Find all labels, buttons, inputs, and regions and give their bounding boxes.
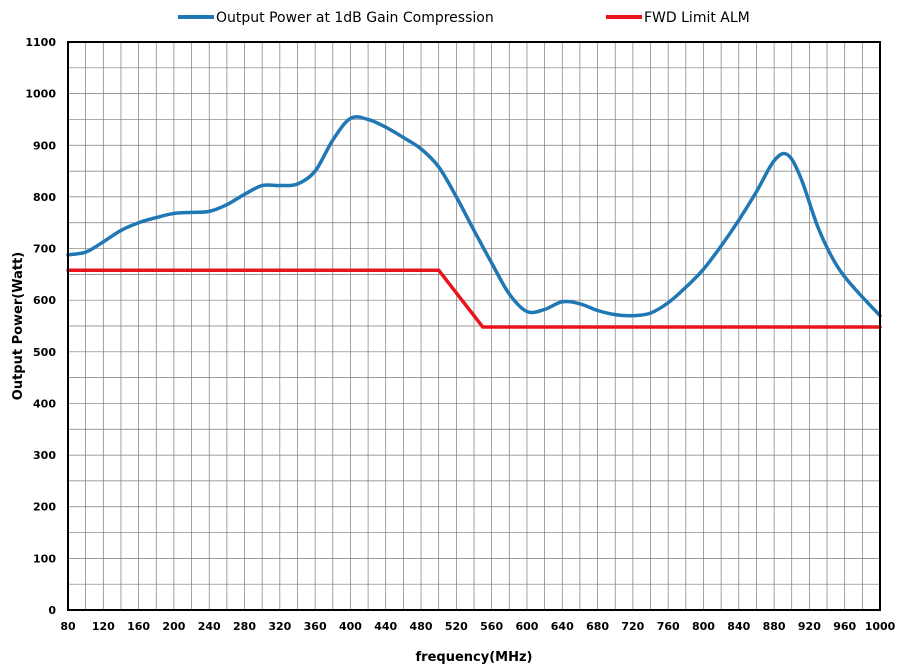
legend-label-1: Output Power at 1dB Gain Compression bbox=[216, 10, 494, 26]
y-tick-label: 700 bbox=[33, 243, 56, 256]
series-line-1 bbox=[66, 115, 882, 318]
y-tick-label: 400 bbox=[33, 397, 56, 410]
x-tick-label: 600 bbox=[515, 620, 538, 633]
x-tick-label: 680 bbox=[586, 620, 609, 633]
x-tick-label: 160 bbox=[127, 620, 150, 633]
x-tick-label: 640 bbox=[551, 620, 574, 633]
y-tick-label: 800 bbox=[33, 191, 56, 204]
x-tick-label: 520 bbox=[445, 620, 468, 633]
series-line-2 bbox=[66, 268, 882, 329]
x-tick-label: 240 bbox=[198, 620, 221, 633]
y-axis-label: Output Power(Watt) bbox=[11, 252, 26, 400]
x-tick-label: 800 bbox=[692, 620, 715, 633]
x-tick-label: 120 bbox=[92, 620, 115, 633]
y-tick-label: 0 bbox=[48, 604, 56, 617]
y-tick-label: 100 bbox=[33, 552, 56, 565]
tick-labels: 80 120 160 200 240 280 320 360 400 440 480 520 560 60… bbox=[25, 36, 895, 633]
y-tick-label: 1100 bbox=[25, 36, 56, 49]
x-tick-label: 1000 bbox=[865, 620, 896, 633]
y-tick-label: 1000 bbox=[25, 88, 56, 101]
legend: Output Power at 1dB Gain Compression FWD … bbox=[178, 10, 750, 26]
x-tick-label: 480 bbox=[410, 620, 433, 633]
legend-label-2: FWD Limit ALM bbox=[644, 10, 750, 26]
x-tick-label: 400 bbox=[339, 620, 362, 633]
y-tick-label: 500 bbox=[33, 346, 56, 359]
x-tick-label: 880 bbox=[763, 620, 786, 633]
y-tick-label: 300 bbox=[33, 449, 56, 462]
plot-frame bbox=[67, 41, 881, 611]
y-tick-label: 900 bbox=[33, 139, 56, 152]
x-tick-label: 720 bbox=[621, 620, 644, 633]
x-tick-label: 320 bbox=[268, 620, 291, 633]
x-tick-label: 280 bbox=[233, 620, 256, 633]
x-axis-label: frequency(MHz) bbox=[416, 650, 533, 665]
x-tick-label: 80 bbox=[60, 620, 76, 633]
series-lines bbox=[66, 115, 882, 329]
x-tick-label: 920 bbox=[798, 620, 821, 633]
x-tick-label: 560 bbox=[480, 620, 503, 633]
x-tick-label: 960 bbox=[833, 620, 856, 633]
grid bbox=[67, 41, 881, 611]
x-tick-label: 440 bbox=[374, 620, 397, 633]
x-tick-label: 360 bbox=[304, 620, 327, 633]
y-tick-label: 200 bbox=[33, 501, 56, 514]
x-tick-label: 200 bbox=[162, 620, 185, 633]
x-tick-label: 760 bbox=[657, 620, 680, 633]
y-tick-label: 600 bbox=[33, 294, 56, 307]
x-tick-label: 840 bbox=[727, 620, 750, 633]
